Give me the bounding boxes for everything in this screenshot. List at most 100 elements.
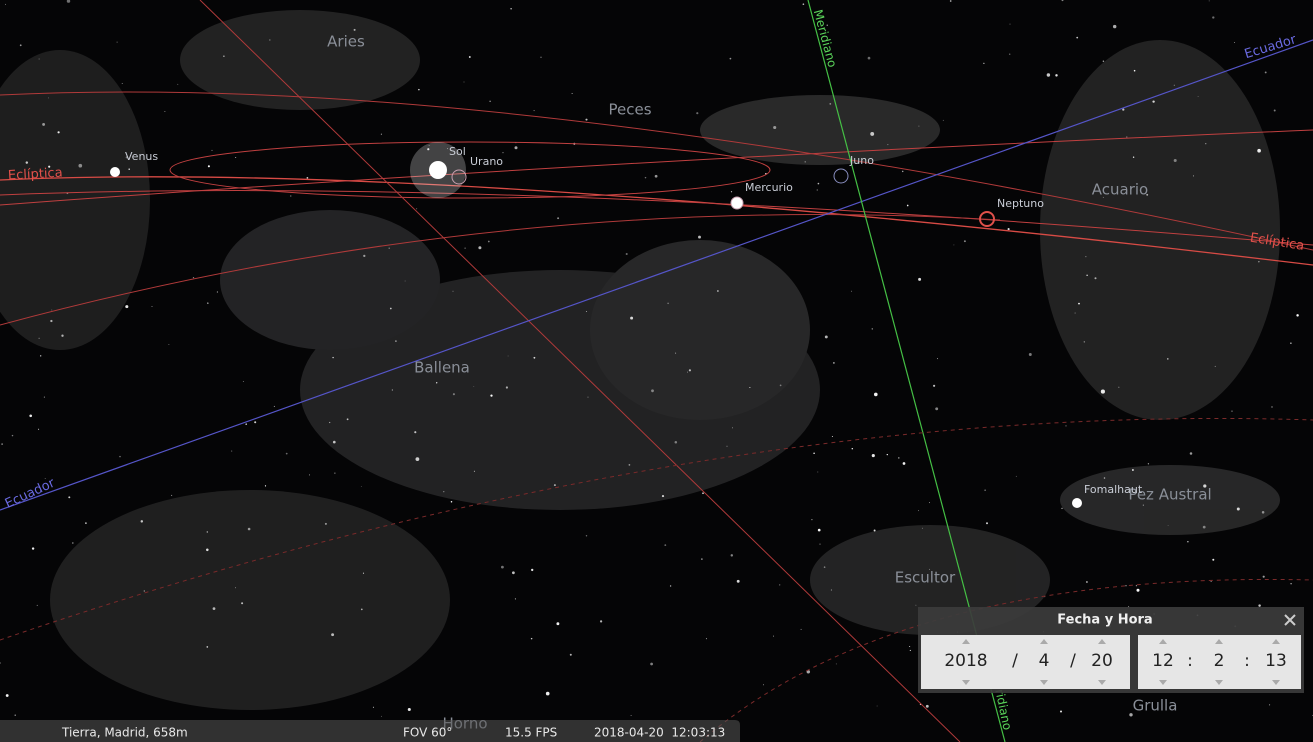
star bbox=[235, 587, 236, 588]
star bbox=[144, 590, 145, 591]
star bbox=[717, 290, 719, 292]
star bbox=[243, 381, 244, 382]
star bbox=[119, 456, 120, 457]
star bbox=[540, 57, 541, 58]
spin-value[interactable]: 2018 bbox=[944, 651, 987, 671]
star bbox=[122, 83, 123, 84]
line-label: Eclíptica bbox=[8, 166, 63, 184]
sky-view: Aries Peces Ballena Acuario Pez Austral … bbox=[0, 0, 1313, 742]
star bbox=[85, 522, 87, 524]
star bbox=[630, 317, 633, 320]
star bbox=[235, 157, 236, 158]
star bbox=[12, 435, 13, 436]
star bbox=[453, 393, 455, 395]
fomalhaut bbox=[1072, 498, 1082, 508]
star bbox=[556, 622, 559, 625]
star bbox=[749, 387, 750, 388]
aquarius-art bbox=[1040, 40, 1280, 420]
star bbox=[773, 636, 774, 637]
spin-value[interactable]: 20 bbox=[1091, 651, 1113, 671]
dialog-title: Fecha y Hora bbox=[1057, 613, 1152, 628]
spin-value[interactable]: 2 bbox=[1214, 651, 1225, 671]
star bbox=[478, 246, 481, 249]
star bbox=[1084, 341, 1085, 342]
star bbox=[1009, 53, 1010, 54]
star bbox=[1047, 73, 1050, 76]
star bbox=[818, 529, 821, 532]
star bbox=[363, 255, 365, 257]
star bbox=[436, 382, 437, 383]
star bbox=[32, 547, 34, 549]
star bbox=[531, 638, 533, 640]
star bbox=[269, 40, 270, 41]
star bbox=[903, 462, 906, 465]
star bbox=[464, 247, 465, 248]
star bbox=[68, 496, 70, 498]
star bbox=[983, 63, 984, 64]
constellation-label: Peces bbox=[608, 101, 651, 119]
star bbox=[508, 356, 509, 357]
star bbox=[1134, 70, 1136, 72]
star bbox=[586, 311, 587, 312]
star bbox=[20, 44, 22, 46]
star bbox=[381, 716, 382, 717]
star bbox=[667, 303, 668, 304]
star bbox=[1265, 71, 1267, 73]
star bbox=[274, 406, 275, 407]
star bbox=[207, 531, 208, 532]
star bbox=[1126, 136, 1127, 137]
star bbox=[15, 715, 16, 716]
star bbox=[888, 144, 889, 145]
status-bar: Tierra, Madrid, 658m FOV 60° 15.5 FPS 20… bbox=[0, 720, 740, 742]
star bbox=[329, 422, 330, 423]
star bbox=[1086, 581, 1088, 583]
star bbox=[1290, 343, 1291, 344]
star bbox=[51, 310, 52, 311]
star bbox=[546, 692, 550, 696]
star bbox=[5, 4, 6, 5]
star bbox=[953, 244, 954, 245]
star bbox=[515, 598, 516, 599]
star bbox=[737, 580, 740, 583]
star bbox=[701, 558, 702, 559]
star bbox=[851, 291, 852, 292]
star bbox=[6, 694, 9, 697]
spin-value[interactable]: 13 bbox=[1265, 651, 1287, 671]
star bbox=[1271, 406, 1272, 407]
star bbox=[651, 389, 654, 392]
spin-value[interactable]: 12 bbox=[1152, 651, 1174, 671]
star bbox=[42, 123, 45, 126]
star bbox=[290, 195, 291, 196]
star bbox=[1136, 589, 1139, 592]
star bbox=[390, 308, 392, 310]
star bbox=[453, 291, 454, 292]
star bbox=[488, 241, 490, 243]
star bbox=[650, 663, 653, 666]
star bbox=[662, 495, 664, 497]
star bbox=[469, 56, 471, 58]
star bbox=[512, 571, 515, 574]
star bbox=[933, 385, 935, 387]
star bbox=[872, 454, 875, 457]
star bbox=[125, 305, 128, 308]
object-label: Sol bbox=[449, 145, 466, 158]
star bbox=[1167, 358, 1169, 360]
spin-value[interactable]: 4 bbox=[1039, 651, 1050, 671]
star bbox=[1174, 159, 1177, 162]
constellation-label: Aries bbox=[327, 33, 365, 51]
star bbox=[763, 684, 764, 685]
star bbox=[29, 414, 32, 417]
star bbox=[557, 217, 559, 219]
star bbox=[824, 566, 826, 568]
star bbox=[629, 464, 631, 466]
star bbox=[1263, 576, 1265, 578]
constellation-label: Ballena bbox=[414, 359, 470, 377]
star bbox=[825, 335, 828, 338]
star bbox=[706, 638, 707, 639]
mercury bbox=[731, 197, 743, 209]
star bbox=[418, 89, 420, 91]
star bbox=[381, 134, 382, 135]
star bbox=[206, 646, 208, 648]
star bbox=[395, 340, 397, 342]
time-separator: : bbox=[1187, 651, 1193, 671]
